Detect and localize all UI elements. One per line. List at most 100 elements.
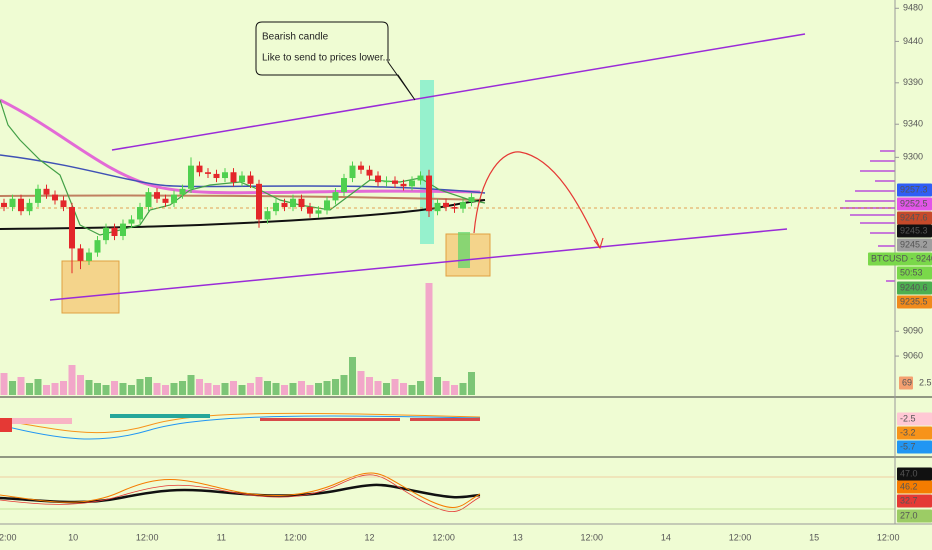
volume-bar (43, 385, 50, 395)
candle-body (35, 188, 41, 203)
candle-body (18, 198, 24, 212)
price-tag-label: 9257.3 (900, 184, 928, 194)
price-tick-label: 9300 (903, 152, 923, 162)
price-tag-label: 27.0 (900, 510, 918, 520)
price-tag-label: -5.7 (900, 441, 916, 451)
forecast-arrow (473, 151, 601, 249)
volume-bar (119, 383, 127, 395)
volume-bar (238, 385, 246, 395)
candle-body (358, 165, 364, 170)
price-tag-label: 9245.2 (900, 239, 928, 249)
volume-bar (51, 383, 59, 395)
price-tag (897, 509, 932, 523)
candle-body (52, 194, 58, 201)
candle-body (103, 227, 109, 241)
volume-bar (425, 283, 433, 395)
candle-body (324, 200, 330, 211)
candle-body (443, 202, 449, 208)
volume-bar (442, 381, 450, 395)
time-tick-label: 2:00 (0, 532, 17, 542)
drawings (0, 0, 932, 525)
candle-body (43, 188, 50, 195)
price-tick-label: 9390 (903, 77, 923, 87)
volume-bar (459, 383, 467, 395)
candle-body (366, 169, 373, 176)
volume-bar (289, 383, 297, 395)
candle-body (205, 172, 211, 174)
candle-body (9, 198, 16, 208)
candle-body (1, 202, 7, 208)
price-tick-label: 9480 (903, 3, 923, 13)
candle-body (154, 192, 160, 199)
candle-body (451, 207, 458, 209)
moving-average (0, 98, 481, 195)
candle-body (426, 175, 432, 212)
candle-body (60, 200, 67, 208)
candle-body (179, 188, 186, 195)
price-tag (897, 266, 932, 280)
time-tick-label: 13 (513, 532, 523, 542)
candle-body (315, 210, 322, 214)
volume-bar (391, 379, 399, 395)
price-tag-label: -2.5 (900, 413, 916, 423)
trend-line (49, 228, 788, 301)
volume-bar (272, 383, 280, 395)
candle-body (230, 172, 237, 183)
candle-body (86, 252, 92, 261)
price-tag (897, 295, 932, 309)
volume-bar (298, 381, 305, 395)
price-tag-label: 9245.3 (900, 225, 928, 235)
arrow-head (593, 237, 604, 250)
price-tag-label: 9235.5 (900, 296, 928, 306)
stoch-line (0, 474, 481, 513)
price-tag (897, 211, 932, 225)
volume-bar (17, 377, 25, 395)
annotation-text: Like to send to prices lower... (262, 53, 391, 64)
price-tag-label: 69 (902, 377, 912, 387)
time-tick-label: 11 (217, 532, 226, 542)
candle-body (349, 165, 356, 179)
volume-bar (349, 357, 356, 395)
candle-body (256, 183, 262, 220)
volume-bar (451, 385, 458, 395)
candle-body (460, 202, 466, 209)
candle-body (341, 178, 347, 193)
volume-bar (264, 381, 271, 395)
volume-bar (374, 381, 382, 395)
candle-body (392, 180, 398, 184)
volume-bar (68, 365, 76, 395)
price-tag (897, 426, 932, 440)
candle-body (77, 248, 84, 261)
highlight-box (61, 260, 120, 314)
price-tag (897, 440, 932, 454)
candle-body (264, 211, 271, 220)
candle-body (239, 175, 245, 183)
volume-bar (213, 385, 220, 395)
volume-bar (26, 383, 33, 395)
candle-highlight (420, 80, 434, 244)
price-tag-label: 32.7 (900, 495, 918, 505)
macd-line (0, 412, 481, 434)
volume-bar (221, 383, 229, 395)
candle-body (383, 180, 390, 183)
volume-bar (434, 377, 441, 395)
volume-bar (323, 381, 331, 395)
volume-bar (153, 383, 161, 395)
volume-bar (306, 385, 314, 395)
signal-line (0, 415, 481, 440)
price-tag (897, 197, 932, 211)
volume-bar (128, 385, 135, 395)
volume-bar (357, 371, 365, 395)
candle-body (290, 198, 296, 208)
price-tick-label: 9090 (903, 326, 923, 336)
price-tag (899, 376, 913, 390)
volume-bar (408, 385, 416, 395)
price-tag-label: 9252.5 (900, 198, 928, 208)
volume-bar (281, 385, 288, 395)
volume-bar (60, 381, 67, 395)
candle-body (94, 240, 101, 253)
volume-bar (102, 385, 110, 395)
volume-bar (111, 381, 118, 395)
volume-bar (170, 383, 178, 395)
